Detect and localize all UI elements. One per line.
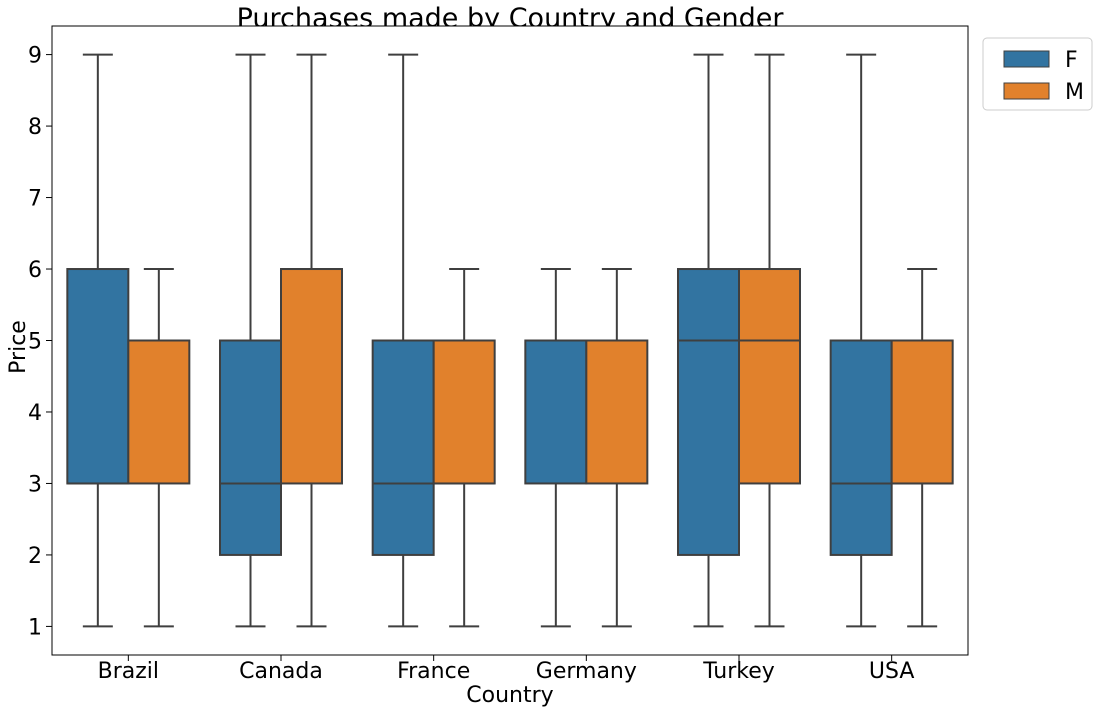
x-tick-label-france: France [397,659,470,684]
box-turkey-m [738,53,801,628]
box-usa-m [890,268,954,628]
y-axis: 1 2 3 4 5 6 7 8 9 [28,44,52,640]
x-tick-label-canada: Canada [239,659,323,684]
x-tick-label-brazil: Brazil [98,659,159,684]
box-group [66,53,954,628]
legend-m-label: M [1065,80,1084,105]
box-canada-m-iqr [280,268,343,485]
box-brazil-f [66,53,130,628]
box-france-m [432,268,496,628]
y-tick-label-6: 6 [28,258,42,283]
y-tick-label-3: 3 [28,472,42,497]
box-usa-f-iqr [829,339,893,556]
x-axis: Brazil Canada France Germany Turkey USA [98,655,915,684]
plot-area [51,25,969,656]
y-tick-label-1: 1 [28,615,42,640]
box-canada-m [280,53,343,628]
box-canada-f-iqr [219,339,282,556]
box-brazil-f-iqr [66,268,130,485]
y-tick-label-2: 2 [28,544,42,569]
box-france-m-iqr [432,339,496,485]
box-germany-f [524,268,588,628]
x-axis-label: Country [466,683,553,708]
box-turkey-f-iqr [677,268,740,556]
box-brazil-m-iqr [127,339,191,485]
legend-f-label: F [1065,48,1078,73]
box-germany-m [585,268,649,628]
y-tick-label-5: 5 [28,330,42,355]
box-usa-f [829,53,893,628]
y-tick-label-8: 8 [28,115,42,140]
box-france-f [371,53,435,628]
box-france-f-iqr [371,339,435,556]
x-tick-label-usa: USA [869,659,915,684]
legend-f-swatch [1003,50,1050,68]
legend-m-swatch [1003,82,1050,100]
y-tick-label-4: 4 [28,401,42,426]
y-axis-label: Price [6,320,31,374]
x-tick-label-turkey: Turkey [702,659,775,684]
y-tick-label-7: 7 [28,187,42,212]
box-turkey-m-iqr [738,268,801,485]
box-germany-m-iqr [585,339,649,485]
box-turkey-f [677,53,740,628]
legend: FM [982,37,1093,111]
y-tick-label-9: 9 [28,44,42,69]
box-canada-f [219,53,282,628]
x-tick-label-germany: Germany [536,659,637,684]
box-brazil-m [127,268,191,628]
box-germany-f-iqr [524,339,588,485]
box-usa-m-iqr [890,339,954,485]
